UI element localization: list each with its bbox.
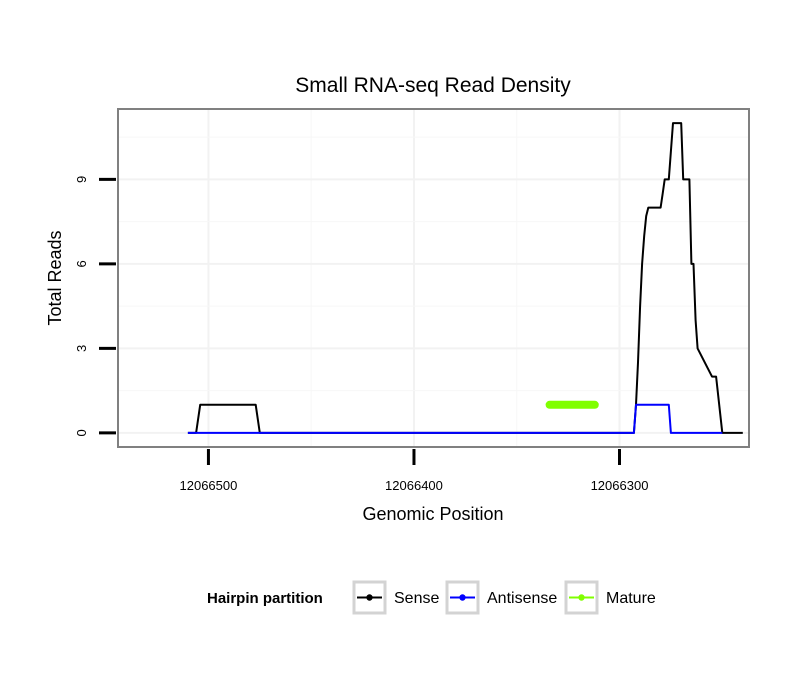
plot-background	[118, 109, 749, 447]
x-tick-label: 12066400	[385, 478, 443, 493]
y-tick-label: 6	[74, 260, 89, 267]
y-tick-label: 3	[74, 345, 89, 352]
legend-title: Hairpin partition	[207, 590, 323, 607]
x-tick-label: 12066300	[591, 478, 649, 493]
legend-key-point	[578, 594, 585, 601]
legend-key-point	[459, 594, 466, 601]
legend-entry-label: Mature	[606, 590, 656, 607]
legend-key-point	[366, 594, 373, 601]
legend-items: Sense Antisense Mature	[352, 580, 656, 615]
x-axis-label: Genomic Position	[362, 504, 503, 524]
legend-entry-label: Antisense	[487, 590, 557, 607]
plot-frame	[117, 108, 750, 448]
x-axis: 12066500 12066400 12066300	[180, 449, 649, 493]
legend-entry-label: Sense	[394, 590, 439, 607]
series-layer	[187, 122, 743, 434]
y-axis-label: Total Reads	[45, 230, 65, 325]
y-axis: 0 3 6 9	[74, 176, 116, 437]
legend: Hairpin partition Sense Antisense Mature	[207, 580, 656, 615]
y-tick-label: 0	[74, 429, 89, 436]
y-tick-label: 9	[74, 176, 89, 183]
series-line-antisense	[187, 403, 723, 434]
chart-title: Small RNA-seq Read Density	[295, 74, 571, 97]
x-tick-label: 12066500	[180, 478, 238, 493]
